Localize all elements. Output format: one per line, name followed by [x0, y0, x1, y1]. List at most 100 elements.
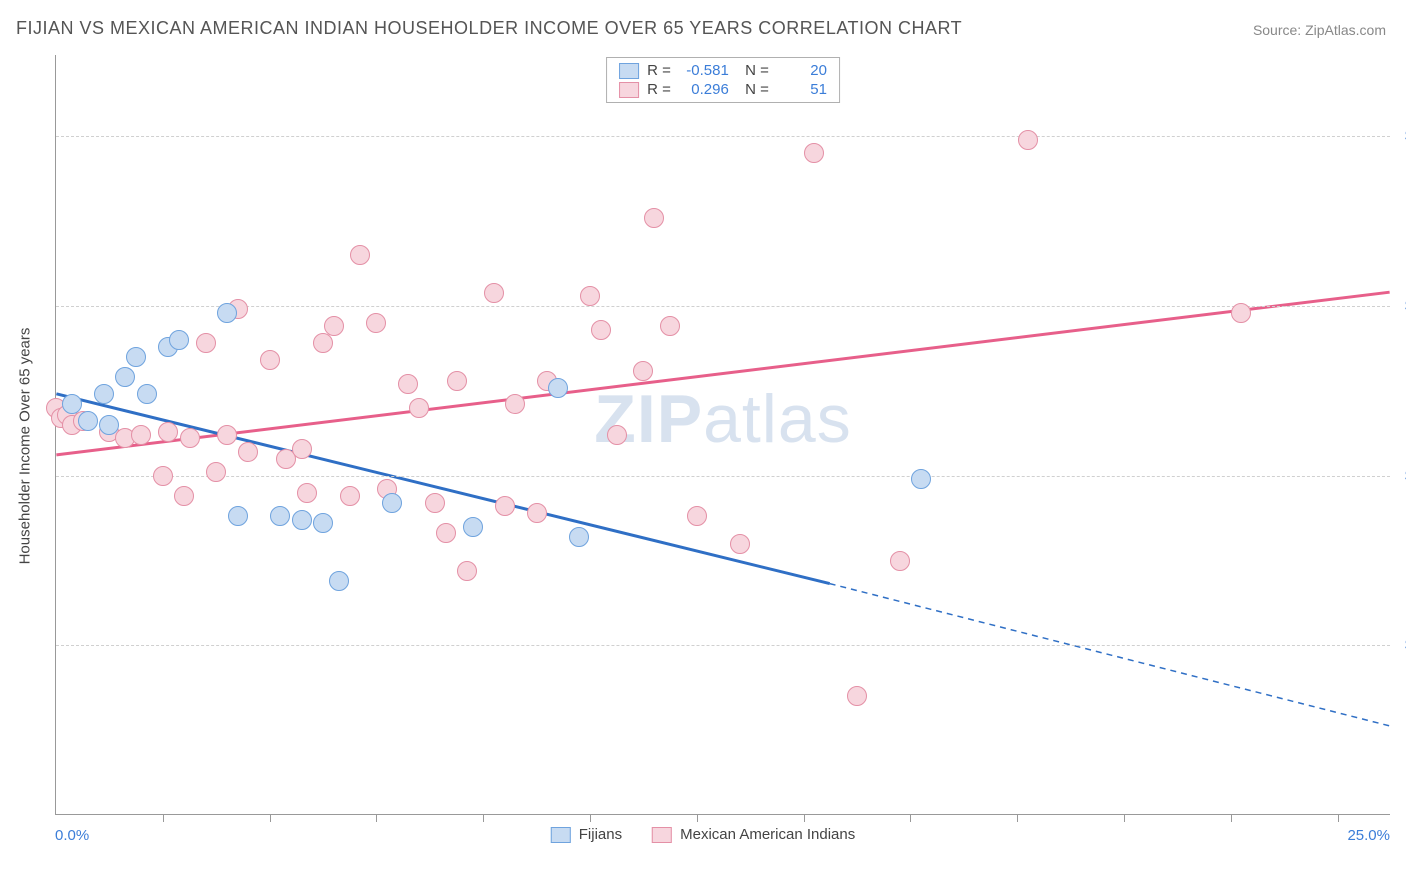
- data-point-fijians: [169, 330, 189, 350]
- swatch-mexican: [652, 827, 672, 843]
- data-point-mexican: [687, 506, 707, 526]
- correlation-chart: FIJIAN VS MEXICAN AMERICAN INDIAN HOUSEH…: [0, 0, 1406, 892]
- data-point-mexican: [260, 350, 280, 370]
- data-point-fijians: [62, 394, 82, 414]
- swatch-fijians: [619, 63, 639, 79]
- data-point-fijians: [115, 367, 135, 387]
- x-axis-max-label: 25.0%: [1347, 827, 1390, 844]
- data-point-mexican: [484, 283, 504, 303]
- trend-line: [56, 292, 1389, 455]
- gridline: [56, 306, 1390, 307]
- x-tick: [804, 814, 805, 822]
- data-point-mexican: [644, 208, 664, 228]
- data-point-fijians: [228, 506, 248, 526]
- data-point-mexican: [340, 486, 360, 506]
- data-point-mexican: [292, 439, 312, 459]
- data-point-fijians: [911, 469, 931, 489]
- data-point-mexican: [505, 394, 525, 414]
- data-point-mexican: [847, 686, 867, 706]
- swatch-fijians: [551, 827, 571, 843]
- x-tick: [697, 814, 698, 822]
- data-point-mexican: [196, 333, 216, 353]
- data-point-fijians: [78, 411, 98, 431]
- data-point-fijians: [313, 513, 333, 533]
- data-point-mexican: [495, 496, 515, 516]
- data-point-mexican: [324, 316, 344, 336]
- data-point-mexican: [660, 316, 680, 336]
- data-point-fijians: [548, 378, 568, 398]
- n-label: N =: [737, 81, 769, 98]
- data-point-fijians: [217, 303, 237, 323]
- data-point-mexican: [153, 466, 173, 486]
- y-tick-label: $100,000: [1395, 128, 1406, 145]
- data-point-mexican: [447, 371, 467, 391]
- n-label: N =: [737, 62, 769, 79]
- stats-row-fijians: R = -0.581 N = 20: [607, 61, 839, 80]
- n-value-fijians: 20: [777, 62, 827, 79]
- y-tick-label: $75,000: [1395, 298, 1406, 315]
- series-legend: Fijians Mexican American Indians: [551, 826, 855, 843]
- n-value-mexican: 51: [777, 81, 827, 98]
- x-tick: [376, 814, 377, 822]
- chart-title: FIJIAN VS MEXICAN AMERICAN INDIAN HOUSEH…: [16, 18, 962, 39]
- data-point-fijians: [329, 571, 349, 591]
- data-point-mexican: [398, 374, 418, 394]
- x-tick: [1017, 814, 1018, 822]
- r-value-fijians: -0.581: [679, 62, 729, 79]
- gridline: [56, 136, 1390, 137]
- data-point-mexican: [174, 486, 194, 506]
- data-point-mexican: [890, 551, 910, 571]
- x-tick: [1338, 814, 1339, 822]
- source-attribution: Source: ZipAtlas.com: [1253, 22, 1386, 38]
- x-tick: [1124, 814, 1125, 822]
- trend-line: [830, 584, 1390, 726]
- data-point-mexican: [1018, 130, 1038, 150]
- data-point-mexican: [457, 561, 477, 581]
- data-point-mexican: [730, 534, 750, 554]
- r-label: R =: [647, 62, 671, 79]
- data-point-mexican: [1231, 303, 1251, 323]
- data-point-mexican: [804, 143, 824, 163]
- data-point-mexican: [633, 361, 653, 381]
- data-point-fijians: [569, 527, 589, 547]
- trend-lines-layer: [56, 55, 1390, 814]
- x-tick: [270, 814, 271, 822]
- data-point-mexican: [436, 523, 456, 543]
- r-label: R =: [647, 81, 671, 98]
- gridline: [56, 476, 1390, 477]
- plot-area: ZIPatlas R = -0.581 N = 20 R = 0.296 N =…: [55, 55, 1390, 815]
- data-point-mexican: [217, 425, 237, 445]
- swatch-mexican: [619, 82, 639, 98]
- data-point-mexican: [180, 428, 200, 448]
- data-point-mexican: [425, 493, 445, 513]
- x-axis-min-label: 0.0%: [55, 827, 89, 844]
- y-tick-label: $25,000: [1395, 637, 1406, 654]
- data-point-mexican: [206, 462, 226, 482]
- x-tick: [1231, 814, 1232, 822]
- data-point-mexican: [527, 503, 547, 523]
- gridline: [56, 645, 1390, 646]
- data-point-fijians: [126, 347, 146, 367]
- data-point-mexican: [409, 398, 429, 418]
- data-point-mexican: [131, 425, 151, 445]
- data-point-mexican: [313, 333, 333, 353]
- data-point-mexican: [297, 483, 317, 503]
- legend-item-mexican: Mexican American Indians: [652, 826, 855, 843]
- data-point-fijians: [382, 493, 402, 513]
- data-point-mexican: [158, 422, 178, 442]
- stats-row-mexican: R = 0.296 N = 51: [607, 80, 839, 99]
- legend-item-fijians: Fijians: [551, 826, 622, 843]
- data-point-fijians: [99, 415, 119, 435]
- x-tick: [910, 814, 911, 822]
- y-axis-title: Householder Income Over 65 years: [17, 328, 34, 565]
- data-point-fijians: [137, 384, 157, 404]
- data-point-mexican: [238, 442, 258, 462]
- x-tick: [483, 814, 484, 822]
- data-point-fijians: [94, 384, 114, 404]
- data-point-mexican: [591, 320, 611, 340]
- legend-label-mexican: Mexican American Indians: [680, 826, 855, 843]
- x-tick: [163, 814, 164, 822]
- y-tick-label: $50,000: [1395, 467, 1406, 484]
- data-point-fijians: [270, 506, 290, 526]
- x-tick: [590, 814, 591, 822]
